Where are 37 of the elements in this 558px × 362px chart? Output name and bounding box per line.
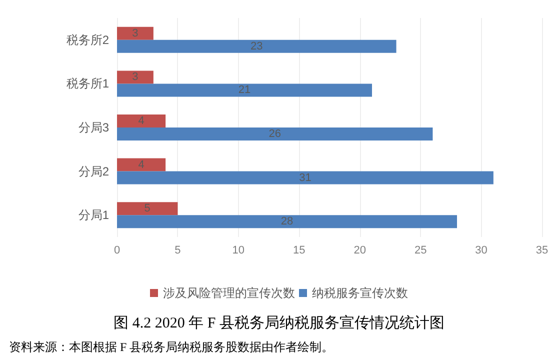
- y-tick-label: 税务所2: [66, 32, 110, 47]
- data-label: 5: [144, 202, 150, 215]
- bar: [117, 171, 494, 184]
- data-label: 26: [268, 128, 281, 140]
- data-label: 28: [280, 216, 294, 228]
- data-label: 3: [132, 27, 138, 40]
- data-label: 31: [299, 172, 312, 184]
- legend-label: 涉及风险管理的宣传次数: [163, 286, 295, 300]
- x-tick-label: 25: [414, 244, 427, 256]
- legend-label: 纳税服务宣传次数: [312, 286, 408, 300]
- bar: [117, 114, 166, 128]
- x-tick-label: 15: [293, 244, 306, 256]
- bar: [117, 215, 457, 228]
- x-tick-label: 35: [536, 244, 548, 256]
- x-tick-label: 0: [114, 244, 120, 256]
- bar: [117, 128, 433, 140]
- data-label: 3: [132, 71, 138, 84]
- text: 资料来源：本图根据 F 县税务局纳税服务股数据由作者绘制。: [9, 340, 334, 354]
- bar: [117, 84, 372, 97]
- y-tick-label: 分局1: [78, 208, 110, 222]
- data-label: 4: [138, 158, 144, 171]
- text: 图 4.2 2020 年 F 县税务局纳税服务宣传情况统计图: [114, 314, 444, 332]
- y-tick-label: 税务所1: [66, 76, 110, 91]
- x-tick-label: 5: [174, 244, 181, 256]
- data-label: 21: [238, 84, 251, 96]
- x-tick-label: 30: [475, 244, 488, 256]
- bar: [117, 158, 166, 172]
- bar: [117, 26, 154, 40]
- bar: [117, 70, 154, 84]
- data-label: 23: [250, 40, 263, 52]
- x-tick-label: 10: [232, 244, 245, 256]
- x-tick-label: 20: [354, 244, 366, 256]
- y-tick-label: 分局2: [78, 164, 110, 178]
- y-tick-label: 分局3: [78, 120, 110, 134]
- bar: [117, 202, 178, 216]
- data-label: 4: [138, 115, 144, 127]
- bar: [117, 40, 396, 53]
